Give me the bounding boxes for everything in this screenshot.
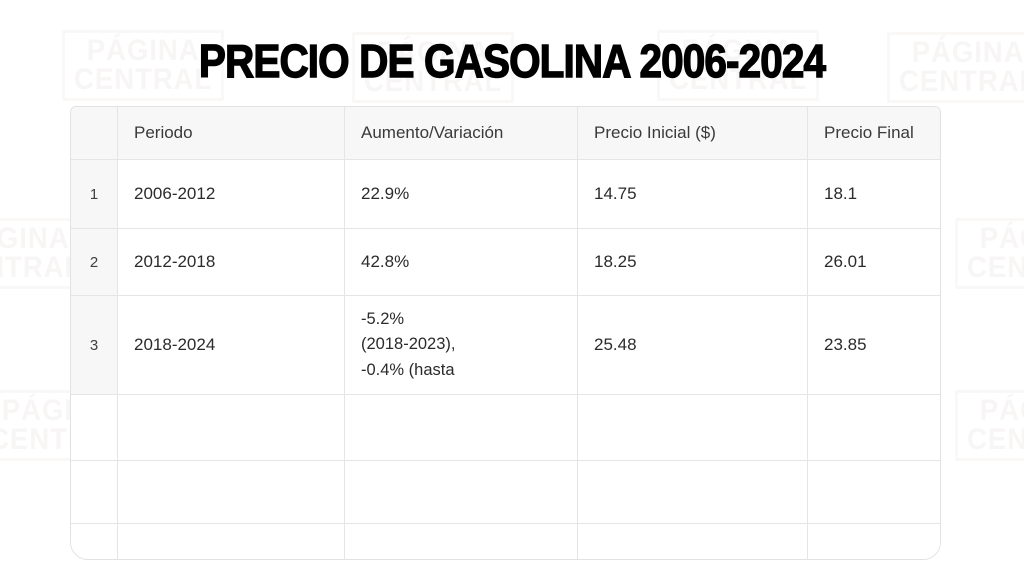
cell-variacion[interactable]: -5.2% (2018-2023), -0.4% (hasta: [344, 295, 578, 395]
watermark-tile: PÁGINA CENTRAL: [955, 390, 1024, 461]
table-row-empty: [71, 394, 940, 461]
cell-periodo[interactable]: 2006-2012: [117, 159, 345, 229]
watermark-line2: CENTRAL: [74, 63, 213, 97]
cell-precio-inicial[interactable]: 18.25: [577, 228, 808, 296]
watermark-line1: PÁGINA: [979, 222, 1024, 255]
cell-precio-inicial[interactable]: [577, 394, 808, 461]
table-row: 1 2006-2012 22.9% 14.75 18.1: [71, 159, 940, 229]
row-number[interactable]: [71, 460, 118, 524]
table-row-empty: [71, 523, 940, 559]
cell-precio-final[interactable]: 26.01: [807, 228, 940, 296]
cell-periodo[interactable]: [117, 460, 345, 524]
watermark-line1: PÁGINA: [0, 222, 70, 255]
watermark-line2: CENTRAL: [967, 251, 1024, 285]
column-header-precio-final[interactable]: Precio Final: [807, 107, 940, 160]
watermark-line2: CENTRAL: [364, 65, 503, 99]
cell-periodo[interactable]: 2012-2018: [117, 228, 345, 296]
watermark-line1: PÁGINA: [979, 394, 1024, 427]
cell-variacion[interactable]: 42.8%: [344, 228, 578, 296]
column-header-variacion[interactable]: Aumento/Variación: [344, 107, 578, 160]
row-number[interactable]: 3: [71, 295, 118, 395]
watermark-tile: PÁGINA CENTRAL: [62, 30, 225, 101]
cell-variacion[interactable]: [344, 394, 578, 461]
cell-periodo[interactable]: [117, 394, 345, 461]
row-number[interactable]: [71, 394, 118, 461]
price-table: Periodo Aumento/Variación Precio Inicial…: [71, 107, 940, 559]
cell-precio-final[interactable]: [807, 394, 940, 461]
cell-precio-final[interactable]: [807, 460, 940, 524]
cell-precio-final[interactable]: 18.1: [807, 159, 940, 229]
table-row-empty: [71, 460, 940, 524]
price-table-card: Periodo Aumento/Variación Precio Inicial…: [70, 106, 941, 560]
watermark-line2: CENTRAL: [0, 251, 83, 285]
table-row: 3 2018-2024 -5.2% (2018-2023), -0.4% (ha…: [71, 295, 940, 395]
cell-precio-final[interactable]: [807, 523, 940, 559]
cell-precio-inicial[interactable]: 25.48: [577, 295, 808, 395]
row-number[interactable]: 2: [71, 228, 118, 296]
cell-periodo[interactable]: 2018-2024: [117, 295, 345, 395]
table-row: 2 2012-2018 42.8% 18.25 26.01: [71, 228, 940, 296]
cell-precio-inicial[interactable]: [577, 523, 808, 559]
page-title: PRECIO DE GASOLINA 2006-2024: [198, 35, 826, 87]
watermark-tile: PÁGINA CENTRAL: [657, 30, 820, 101]
watermark-tile: PÁGINA CENTRAL: [887, 32, 1024, 103]
cell-precio-inicial[interactable]: 14.75: [577, 159, 808, 229]
cell-variacion[interactable]: 22.9%: [344, 159, 578, 229]
column-header-periodo[interactable]: Periodo: [117, 107, 345, 160]
watermark-line2: CENTRAL: [899, 65, 1024, 99]
watermark-tile: PÁGINA CENTRAL: [955, 218, 1024, 289]
column-header-precio-inicial[interactable]: Precio Inicial ($): [577, 107, 808, 160]
header-row: Periodo Aumento/Variación Precio Inicial…: [71, 107, 940, 160]
watermark-line1: PÁGINA: [376, 36, 490, 69]
watermark-line1: PÁGINA: [681, 34, 795, 67]
watermark-line1: PÁGINA: [911, 36, 1024, 69]
column-header-rownum[interactable]: [71, 107, 118, 160]
watermark-line2: CENTRAL: [967, 423, 1024, 457]
row-number[interactable]: [71, 523, 118, 559]
cell-precio-final[interactable]: 23.85: [807, 295, 940, 395]
cell-precio-inicial[interactable]: [577, 460, 808, 524]
cell-periodo[interactable]: [117, 523, 345, 559]
row-number[interactable]: 1: [71, 159, 118, 229]
watermark-line2: CENTRAL: [669, 63, 808, 97]
cell-variacion[interactable]: [344, 523, 578, 559]
cell-variacion[interactable]: [344, 460, 578, 524]
watermark-tile: PÁGINA CENTRAL: [352, 32, 515, 103]
watermark-line1: PÁGINA: [86, 34, 200, 67]
